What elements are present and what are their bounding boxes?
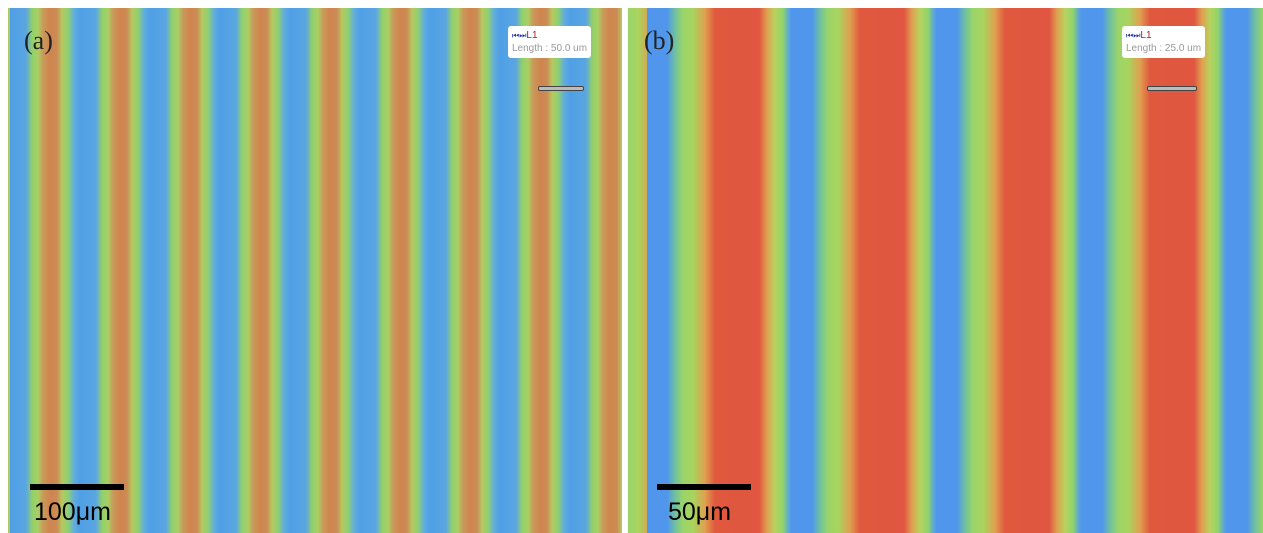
scale-bar-label: 100μm xyxy=(34,498,111,527)
measure-box: L1 Length : 50.0 um xyxy=(508,26,591,58)
measure-box: L1 Length : 25.0 um xyxy=(1122,26,1205,58)
measure-length: Length : 25.0 um xyxy=(1126,42,1201,55)
micrograph-b: (b) L1 Length : 25.0 um 50μm xyxy=(628,8,1263,533)
panel-label: (b) xyxy=(644,26,674,56)
measure-marker: L1 xyxy=(512,29,587,42)
scale-bar-label: 50μm xyxy=(668,498,731,527)
figure: (a) L1 Length : 50.0 um 100μm (b) L1 Len… xyxy=(0,0,1263,533)
measure-length: Length : 50.0 um xyxy=(512,42,587,55)
scale-bar xyxy=(657,484,751,490)
panel-label: (a) xyxy=(24,26,53,56)
micrograph-a: (a) L1 Length : 50.0 um 100μm xyxy=(8,8,622,533)
measure-marker: L1 xyxy=(1126,29,1201,42)
measure-line xyxy=(1147,86,1197,91)
scale-bar xyxy=(30,484,124,490)
measure-line xyxy=(538,86,584,91)
